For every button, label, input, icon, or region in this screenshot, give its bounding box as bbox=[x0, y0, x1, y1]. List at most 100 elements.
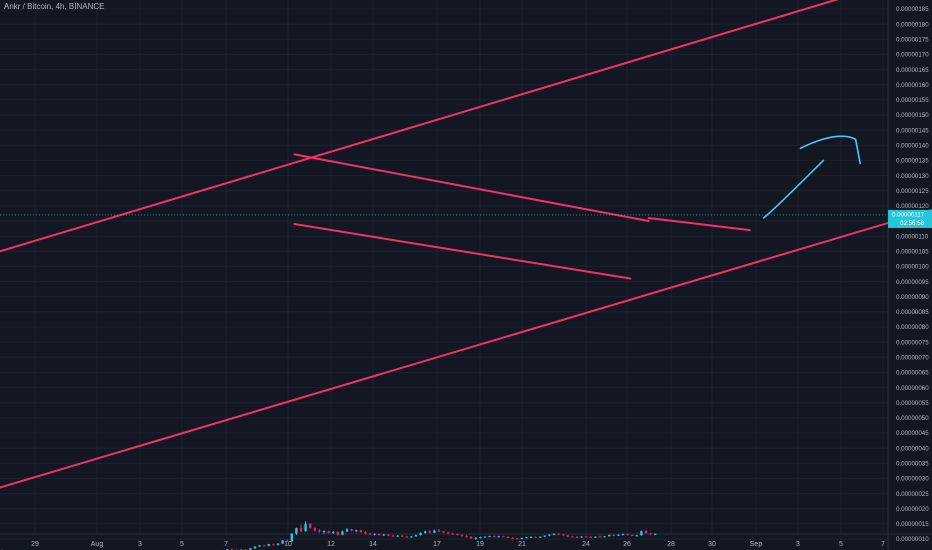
candle-body bbox=[502, 536, 505, 538]
candle-body bbox=[479, 537, 482, 539]
candle-body bbox=[396, 535, 399, 537]
y-tick-label: 0.00000010 bbox=[896, 536, 929, 543]
x-tick-label: 17 bbox=[433, 541, 441, 548]
y-tick-label: 0.00000105 bbox=[896, 248, 929, 255]
candle-body bbox=[571, 536, 574, 538]
y-tick-label: 0.00000035 bbox=[896, 460, 929, 467]
x-tick-label: 24 bbox=[582, 541, 590, 548]
candle-body bbox=[529, 536, 533, 538]
candle-body bbox=[249, 548, 252, 550]
x-tick-label: 12 bbox=[327, 541, 335, 548]
y-tick-label: 0.00000175 bbox=[896, 36, 929, 43]
candle-body bbox=[470, 536, 473, 539]
y-tick-label: 0.00000050 bbox=[896, 415, 929, 422]
candle-body bbox=[327, 531, 330, 533]
candle-body bbox=[286, 540, 289, 542]
candle-body bbox=[387, 534, 390, 536]
candle-body bbox=[350, 529, 353, 531]
candle-body bbox=[345, 529, 349, 532]
candle-body bbox=[644, 531, 648, 534]
candle-body bbox=[437, 530, 441, 532]
candle-body bbox=[281, 540, 284, 544]
y-tick-label: 0.00000170 bbox=[896, 52, 929, 59]
y-tick-label: 0.00000080 bbox=[896, 324, 929, 331]
x-tick-label: 28 bbox=[667, 541, 675, 548]
y-tick-label: 0.00000165 bbox=[896, 67, 929, 74]
countdown-label: 02:56:58 bbox=[900, 220, 925, 227]
candle-body bbox=[322, 531, 326, 533]
y-tick-label: 0.00000130 bbox=[896, 173, 929, 180]
x-tick-label: 14 bbox=[369, 541, 377, 548]
y-tick-label: 0.00000055 bbox=[896, 400, 929, 407]
candle-body bbox=[552, 533, 556, 535]
x-tick-label: 10 bbox=[284, 541, 292, 548]
candle-body bbox=[341, 531, 344, 535]
candle-body bbox=[410, 536, 413, 538]
candle-body bbox=[332, 532, 335, 534]
candle-body bbox=[382, 534, 385, 536]
candle-body bbox=[267, 544, 270, 546]
candle-body bbox=[272, 544, 275, 546]
y-tick-label: 0.00000070 bbox=[896, 354, 929, 361]
trendline-outer-channel-upper bbox=[0, 0, 839, 253]
candle-body bbox=[534, 536, 537, 538]
x-tick-label: 30 bbox=[708, 541, 716, 548]
candle-body bbox=[465, 535, 468, 537]
candle-body bbox=[313, 528, 316, 531]
y-tick-label: 0.00000150 bbox=[896, 112, 929, 119]
candle-body bbox=[497, 536, 500, 538]
candle-body bbox=[359, 530, 362, 533]
candle-body bbox=[373, 533, 376, 535]
annotation-projected-move bbox=[762, 135, 861, 219]
trendline-flag-upper bbox=[293, 153, 650, 222]
candle-body bbox=[649, 533, 652, 535]
candle-body bbox=[391, 535, 395, 537]
candle-body bbox=[433, 530, 436, 533]
y-tick-label: 0.00000185 bbox=[896, 6, 929, 13]
candle-body bbox=[378, 533, 381, 536]
x-tick-label: Sep bbox=[750, 541, 763, 548]
symbol-title: Ankr / Bitcoin, 4h, BINANCE bbox=[4, 2, 105, 11]
x-tick-label: 29 bbox=[31, 541, 39, 548]
candle-body bbox=[612, 535, 615, 537]
candle-body bbox=[336, 532, 339, 535]
candle-body bbox=[304, 523, 307, 532]
candle-body bbox=[520, 538, 523, 540]
x-tick-label: 3 bbox=[796, 541, 800, 548]
trendline-outer-channel-lower bbox=[0, 208, 932, 489]
last-price-label: 0.00000117 bbox=[892, 211, 925, 218]
x-tick-label: 5 bbox=[180, 541, 184, 548]
candle-body bbox=[548, 534, 551, 536]
y-tick-label: 0.00000075 bbox=[896, 339, 929, 346]
last-price-tag bbox=[888, 209, 932, 228]
candle-body bbox=[543, 535, 546, 537]
candle-body bbox=[516, 538, 519, 540]
candle-body bbox=[483, 536, 487, 538]
candle-body bbox=[608, 535, 611, 537]
candle-body bbox=[428, 531, 431, 533]
candle-body bbox=[355, 530, 358, 532]
y-tick-label: 0.00000040 bbox=[896, 445, 929, 452]
x-tick-label: 7 bbox=[881, 541, 885, 548]
y-tick-label: 0.00000180 bbox=[896, 21, 929, 28]
candle-body bbox=[525, 537, 528, 539]
candle-body bbox=[295, 528, 298, 534]
candle-body bbox=[626, 534, 629, 536]
candle-body bbox=[309, 523, 312, 529]
x-tick-label: Aug bbox=[91, 541, 104, 548]
candle-body bbox=[566, 535, 569, 537]
candle-body bbox=[640, 531, 643, 536]
candle-body bbox=[414, 535, 418, 537]
candle-body bbox=[405, 536, 408, 538]
candle-body bbox=[451, 533, 454, 535]
trendline-flag-lower bbox=[293, 223, 632, 280]
candle-body bbox=[401, 535, 404, 537]
candle-body bbox=[557, 533, 560, 535]
y-tick-label: 0.00000090 bbox=[896, 294, 929, 301]
candle-body bbox=[364, 532, 367, 534]
y-tick-label: 0.00000060 bbox=[896, 385, 929, 392]
candle-body bbox=[474, 537, 477, 539]
